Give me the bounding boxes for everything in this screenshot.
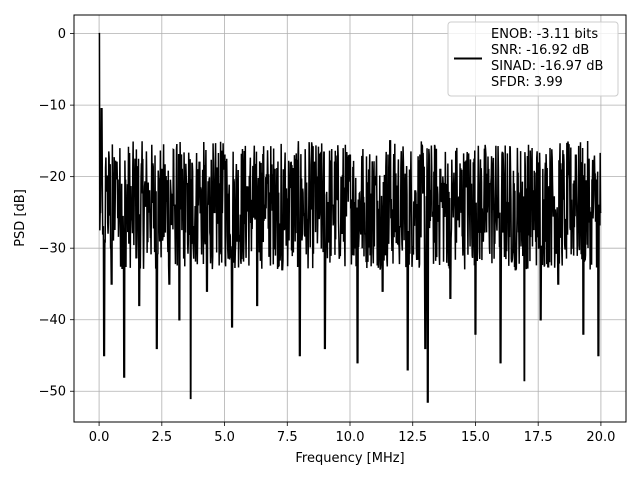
psd-point [190,397,192,399]
x-tick-label: 2.5 [151,430,172,445]
psd-point [193,226,196,228]
psd-point [427,401,429,403]
psd-point [540,319,542,321]
psd-point [131,218,133,221]
x-tick-label: 10.0 [336,430,365,445]
psd-point [101,108,103,110]
x-tick-label: 7.5 [277,430,298,445]
psd-point [439,168,441,171]
psd-point [457,218,459,221]
y-axis-label: PSD [dB] [13,189,28,247]
psd-point [590,211,592,214]
psd-point [349,154,351,156]
x-tick-label: 0.0 [89,430,110,445]
legend-box [447,21,619,97]
psd-point [523,379,525,382]
psd-point [331,204,334,206]
psd-point [382,290,384,292]
psd-point [474,333,477,335]
psd-point [102,233,104,235]
psd-point [314,161,316,163]
x-tick-label: 5.0 [214,430,235,445]
psd-point [399,226,401,228]
psd-point [206,290,208,292]
psd-point [148,190,150,192]
psd-point [264,204,266,206]
psd-point [424,347,426,349]
psd-point [356,362,359,364]
psd-point [575,154,577,156]
y-tick-label: −50 [39,385,66,400]
psd-point [597,354,600,357]
psd-point [116,161,118,163]
psd-point [374,176,376,178]
psd-point [432,211,434,214]
psd-point [289,183,291,185]
psd-point [464,161,467,163]
psd-point [156,347,158,349]
psd-point [449,297,451,299]
psd-point [532,190,534,192]
psd-point [186,183,188,185]
psd-point [281,269,283,271]
psd-point [550,168,552,171]
psd-point [249,176,251,178]
psd-point [161,168,163,171]
psd-point [99,211,101,214]
psd-point [239,240,241,242]
psd-point [168,283,170,285]
psd-point [324,347,326,349]
psd-point [407,369,409,371]
psd-point [198,161,201,163]
psd-point [414,190,416,192]
x-tick-label: 17.5 [524,430,553,445]
psd-point [256,304,258,307]
legend-line-sfdr: SFDR: 3.99 [491,75,563,90]
psd-point [213,211,216,214]
y-tick-label: −30 [39,242,66,257]
psd-point [123,376,125,378]
psd-point [274,168,276,171]
psd-point [582,333,584,335]
x-tick-label: 15.0 [461,430,490,445]
psd-point [389,140,391,142]
psd-point [339,254,341,256]
psd-point [299,354,301,357]
psd-point [600,211,602,214]
psd-point [489,183,492,185]
y-tick-label: −10 [39,99,66,114]
psd-point [138,304,140,307]
psd-point [557,283,559,285]
psd-point [499,362,502,364]
psd-series [98,32,602,403]
psd-point [173,204,175,206]
y-axis-ticks: 0 −10 −20 −30 −40 −50 [39,27,74,400]
legend-line-sinad: SINAD: -16.97 dB [491,59,603,74]
psd-point [515,269,517,271]
psd-point [565,218,567,221]
psd-point [178,319,180,321]
x-tick-label: 12.5 [398,430,427,445]
legend-line-enob: ENOB: -3.11 bits [491,27,598,42]
x-axis-label: Frequency [MHz] [295,451,404,466]
psd-point [507,204,509,206]
psd-point [364,233,366,235]
y-tick-label: 0 [58,27,66,42]
psd-point [482,240,484,242]
psd-point [231,326,233,328]
legend: ENOB: -3.11 bits SNR: -16.92 dB SINAD: -… [447,21,619,97]
psd-point [223,154,226,156]
psd-point [98,32,100,35]
psd-point [106,190,108,192]
x-axis-ticks: 0.0 2.5 5.0 7.5 10.0 12.5 15.0 17.5 20.0 [89,422,615,445]
psd-point [306,218,308,221]
y-tick-label: −20 [39,170,66,185]
psd-point [111,283,113,285]
y-tick-label: −40 [39,313,66,328]
x-tick-label: 20.0 [586,430,615,445]
psd-point [103,354,105,357]
legend-line-snr: SNR: -16.92 dB [491,43,589,58]
